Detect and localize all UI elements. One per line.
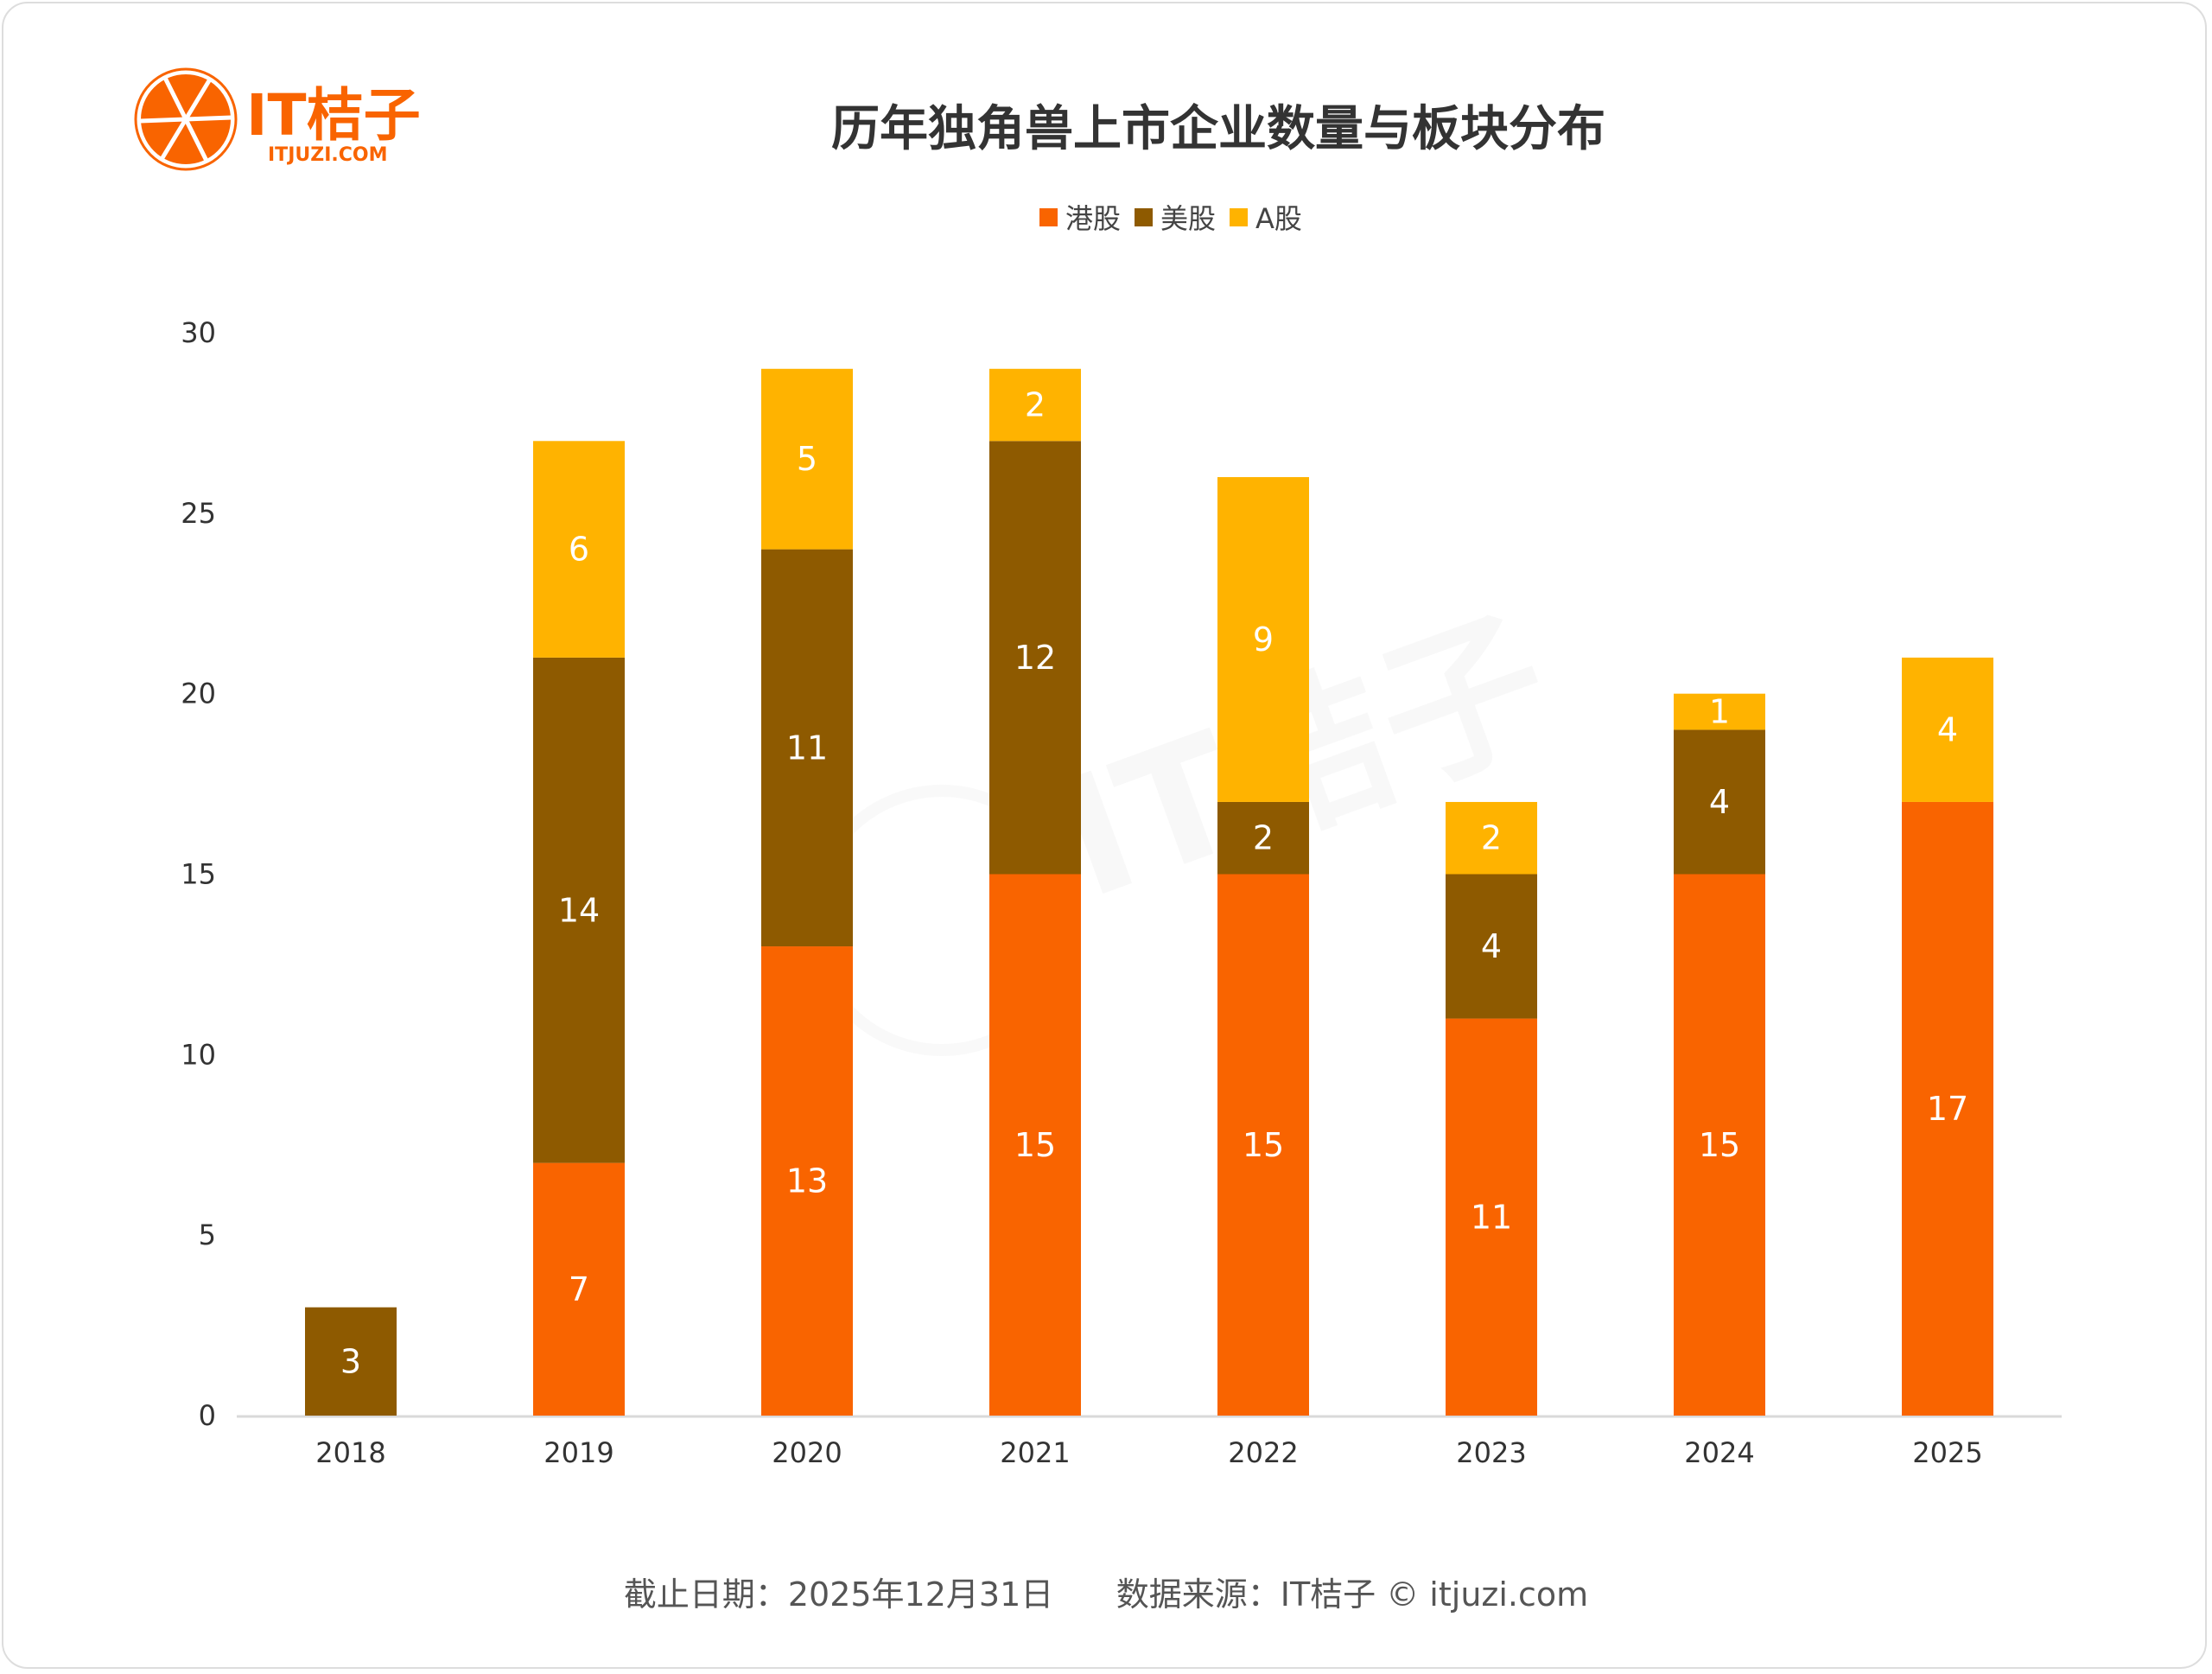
- data-label: 4: [1937, 710, 1958, 748]
- bar-2022-2: [1217, 477, 1309, 802]
- y-tick-label: 0: [199, 1399, 216, 1432]
- y-tick-label: 5: [199, 1219, 216, 1251]
- data-label: 4: [1709, 783, 1730, 821]
- bar-2021-1: [989, 441, 1081, 875]
- data-label: 15: [1699, 1126, 1740, 1164]
- y-tick-label: 15: [181, 858, 216, 891]
- bar-2022-1: [1217, 801, 1309, 875]
- data-label: 3: [340, 1342, 361, 1380]
- data-label: 5: [797, 440, 817, 478]
- bar-2022-0: [1217, 874, 1309, 1416]
- data-label: 2: [1253, 819, 1274, 857]
- bar-2025-0: [1902, 801, 1993, 1416]
- y-tick-label: 20: [181, 678, 216, 710]
- x-tick-label: 2022: [1228, 1436, 1298, 1469]
- bar-2019-2: [533, 441, 625, 658]
- data-label: 9: [1253, 621, 1274, 659]
- x-tick-label: 2025: [1912, 1436, 1982, 1469]
- logo-url: ITJUZI.COM: [268, 144, 387, 166]
- bar-2019-1: [533, 657, 625, 1163]
- orange-logo-icon: [134, 67, 238, 171]
- data-label: 17: [1927, 1090, 1968, 1128]
- x-tick-label: 2021: [1000, 1436, 1070, 1469]
- bar-2021-2: [989, 368, 1081, 442]
- data-label: 14: [558, 891, 600, 929]
- data-label: 13: [786, 1162, 828, 1200]
- x-tick-label: 2020: [772, 1436, 842, 1469]
- bar-2021-0: [989, 874, 1081, 1416]
- x-tick-label: 2023: [1456, 1436, 1526, 1469]
- bar-2023-1: [1446, 874, 1537, 1019]
- footer-note: 截止日期：2025年12月31日 数据来源：IT桔子 © itjuzi.com: [624, 1575, 1588, 1614]
- data-label: 2: [1481, 819, 1502, 857]
- bar-2019-0: [533, 1162, 625, 1416]
- data-label: 1: [1709, 693, 1730, 731]
- legend-swatch-2: [1230, 208, 1249, 226]
- data-label: 12: [1014, 639, 1056, 677]
- bar-2020-0: [761, 946, 853, 1416]
- legend-swatch-0: [1039, 208, 1058, 226]
- legend-label-0: 港股: [1065, 202, 1121, 235]
- bar-2020-1: [761, 549, 853, 947]
- x-tick-label: 2019: [543, 1436, 613, 1469]
- x-tick-label: 2024: [1684, 1436, 1754, 1469]
- data-label: 11: [1471, 1198, 1512, 1236]
- legend-swatch-1: [1135, 208, 1154, 226]
- y-tick-label: 10: [181, 1038, 216, 1071]
- data-label: 7: [569, 1270, 589, 1308]
- bar-2024-2: [1674, 693, 1765, 730]
- legend-label-1: 美股: [1160, 202, 1216, 235]
- data-label: 15: [1014, 1126, 1056, 1164]
- data-label: 6: [569, 531, 589, 569]
- logo-name: IT桔子: [246, 82, 421, 149]
- bar-2025-2: [1902, 657, 1993, 802]
- bar-2023-2: [1446, 801, 1537, 875]
- data-label: 2: [1025, 386, 1046, 424]
- data-label: 4: [1481, 927, 1502, 965]
- data-label: 11: [786, 729, 828, 767]
- bar-2020-2: [761, 368, 853, 550]
- data-label: 15: [1243, 1126, 1284, 1164]
- legend-label-2: A股: [1255, 202, 1302, 235]
- bar-2024-0: [1674, 874, 1765, 1416]
- x-tick-label: 2018: [315, 1436, 385, 1469]
- y-tick-label: 25: [181, 497, 216, 530]
- logo: IT桔子 ITJUZI.COM: [134, 67, 421, 171]
- bar-2018-1: [305, 1307, 397, 1416]
- chart-title: 历年独角兽上市企业数量与板块分布: [831, 101, 1605, 157]
- legend: 港股 美股 A股: [1039, 202, 1302, 235]
- y-tick-label: 30: [181, 316, 216, 349]
- bar-2023-0: [1446, 1018, 1537, 1416]
- bar-2024-1: [1674, 729, 1765, 875]
